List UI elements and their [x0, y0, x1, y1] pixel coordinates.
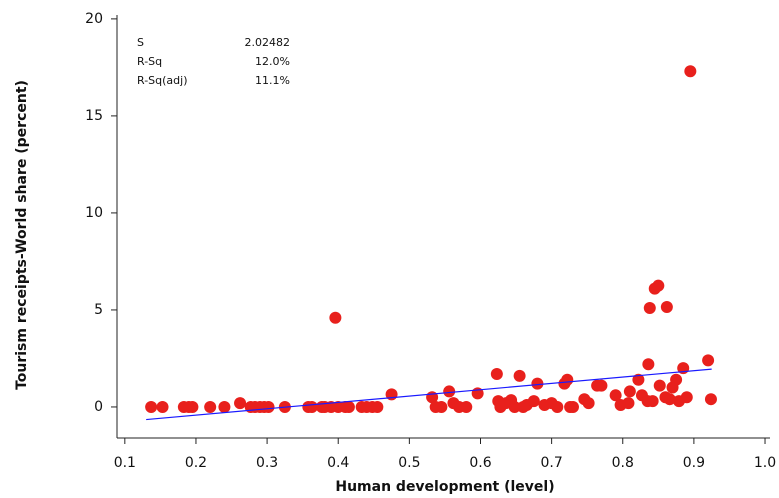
data-point [218, 400, 231, 413]
y-tick-label: 15 [85, 108, 103, 124]
data-point [513, 369, 526, 382]
data-point [156, 400, 169, 413]
data-point [527, 395, 540, 408]
data-point [490, 367, 503, 380]
data-point [531, 377, 544, 390]
x-tick-label: 0.7 [540, 455, 562, 471]
data-point [145, 400, 158, 413]
x-tick-label: 0.1 [114, 455, 136, 471]
data-point [551, 400, 564, 413]
data-point [508, 400, 521, 413]
x-tick-label: 0.2 [185, 455, 207, 471]
data-point [663, 393, 676, 406]
stat-label: S [137, 36, 144, 49]
data-point [704, 393, 717, 406]
x-tick-label: 0.9 [683, 455, 705, 471]
data-point [561, 373, 574, 386]
data-point [582, 397, 595, 410]
y-tick-label: 5 [94, 302, 103, 318]
x-tick-label: 0.5 [398, 455, 420, 471]
x-tick-label: 0.4 [327, 455, 349, 471]
data-point [652, 279, 665, 292]
data-point [435, 400, 448, 413]
data-point [632, 373, 645, 386]
data-point [680, 391, 693, 404]
data-point [642, 358, 655, 371]
data-point [443, 385, 456, 398]
x-tick-label: 0.3 [256, 455, 278, 471]
data-point [622, 397, 635, 410]
data-point [623, 385, 636, 398]
y-tick-label: 0 [94, 399, 103, 415]
x-tick-label: 0.6 [469, 455, 491, 471]
data-point [460, 400, 473, 413]
data-point [684, 65, 697, 78]
data-point [609, 389, 622, 402]
data-point [653, 379, 666, 392]
data-point [643, 301, 656, 314]
data-point [670, 373, 683, 386]
data-point [641, 395, 654, 408]
y-axis-title: Tourism receipts-World share (percent) [14, 80, 30, 390]
y-tick-label: 20 [85, 11, 103, 27]
stat-value: 2.02482 [245, 36, 291, 49]
x-tick-label: 0.8 [612, 455, 634, 471]
data-point [329, 311, 342, 324]
stat-value: 12.0% [255, 55, 290, 68]
data-point [702, 354, 715, 367]
fit-line [146, 368, 712, 421]
x-tick-label: 1.0 [754, 455, 776, 471]
data-point [342, 400, 355, 413]
data-point [234, 397, 247, 410]
data-point [371, 400, 384, 413]
data-point [204, 400, 217, 413]
stat-label: R-Sq [137, 55, 162, 68]
data-point [186, 400, 199, 413]
data-point [660, 301, 673, 314]
x-axis-title: Human development (level) [335, 479, 554, 495]
y-tick-label: 10 [85, 205, 103, 221]
data-point [566, 400, 579, 413]
data-point [262, 400, 275, 413]
data-point [595, 379, 608, 392]
stat-value: 11.1% [255, 74, 290, 87]
stat-label: R-Sq(adj) [137, 74, 188, 87]
